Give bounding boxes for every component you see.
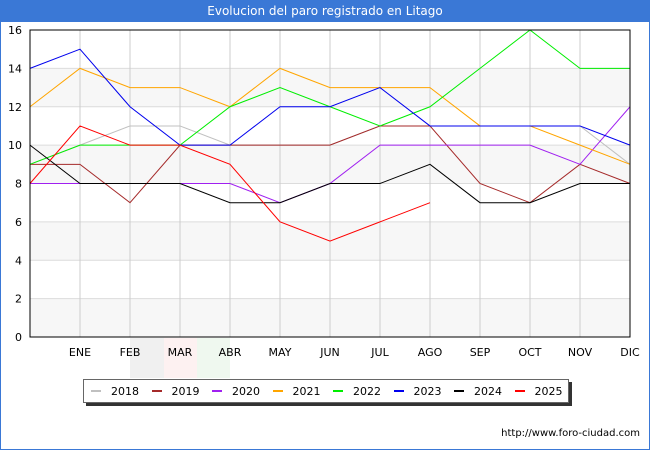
x-tick-label: FEB bbox=[120, 346, 141, 359]
legend-item-2023: 2023 bbox=[393, 384, 448, 398]
x-tick-label: JUN bbox=[319, 346, 340, 359]
legend-label: 2019 bbox=[171, 384, 200, 398]
y-axis-ticks: 0 2 4 6 8 10 12 14 16 bbox=[8, 24, 22, 344]
y-tick-label: 8 bbox=[15, 178, 22, 191]
legend-item-2021: 2021 bbox=[272, 384, 327, 398]
legend-swatch bbox=[212, 390, 222, 392]
legend: 2018 2019 2020 2021 2022 2023 2024 2025 bbox=[83, 379, 569, 403]
x-tick-label: OCT bbox=[518, 346, 541, 359]
chart-title: Evolucion del paro registrado en Litago bbox=[0, 0, 650, 22]
y-tick-label: 12 bbox=[8, 101, 22, 114]
legend-item-2019: 2019 bbox=[151, 384, 206, 398]
y-tick-label: 6 bbox=[15, 216, 22, 229]
x-tick-label: JUL bbox=[370, 346, 389, 359]
x-tick-label: MAR bbox=[168, 346, 193, 359]
legend-swatch bbox=[91, 390, 101, 392]
x-axis-ticks: ENE FEB MAR ABR MAY JUN JUL AGO SEP OCT NOV DIC bbox=[69, 346, 640, 359]
legend-item-2025: 2025 bbox=[514, 384, 569, 398]
flag-watermark-green bbox=[197, 338, 230, 378]
plot-area-border bbox=[29, 29, 631, 338]
legend-label: 2022 bbox=[353, 384, 381, 398]
legend-item-2022: 2022 bbox=[333, 385, 387, 398]
x-tick-label: NOV bbox=[568, 346, 593, 359]
y-tick-label: 2 bbox=[15, 293, 22, 306]
legend-item-2020: 2020 bbox=[212, 385, 266, 398]
series-line-2023 bbox=[29, 48, 631, 146]
legend-label: 2025 bbox=[534, 384, 563, 398]
flag-watermark-red bbox=[164, 338, 197, 378]
legend-swatch bbox=[454, 390, 464, 392]
legend-swatch bbox=[333, 390, 343, 392]
flag-watermark-gray bbox=[130, 338, 164, 378]
legend-label: 2024 bbox=[474, 384, 502, 398]
legend-swatch bbox=[272, 390, 283, 392]
line-chart: 0 2 4 6 8 10 12 14 16 ENE FEB MAR ABR MAY JUN JUL AGO SE… bbox=[8, 24, 640, 359]
y-tick-label: 10 bbox=[8, 139, 22, 152]
y-tick-label: 4 bbox=[15, 254, 22, 267]
x-tick-label: SEP bbox=[470, 346, 491, 359]
legend-swatch bbox=[151, 390, 162, 392]
x-tick-label: DIC bbox=[620, 346, 640, 359]
legend-label: 2020 bbox=[232, 384, 260, 398]
x-tick-label: MAY bbox=[269, 346, 292, 359]
source-url[interactable]: http://www.foro-ciudad.com bbox=[501, 428, 640, 439]
legend-swatch bbox=[393, 390, 404, 392]
legend-swatch bbox=[514, 390, 525, 392]
series-line-2025 bbox=[29, 125, 431, 242]
legend-label: 2023 bbox=[413, 384, 442, 398]
x-tick-label: ABR bbox=[219, 346, 242, 359]
legend-item-2024: 2024 bbox=[454, 385, 508, 398]
y-tick-label: 0 bbox=[15, 331, 22, 344]
y-tick-label: 14 bbox=[8, 62, 22, 75]
y-tick-label: 16 bbox=[8, 24, 22, 37]
series-line-2024 bbox=[29, 144, 630, 204]
legend-item-2018: 2018 bbox=[91, 385, 145, 398]
legend-label: 2021 bbox=[292, 384, 321, 398]
x-tick-label: ENE bbox=[69, 346, 91, 359]
legend-label: 2018 bbox=[111, 384, 139, 398]
x-tick-label: AGO bbox=[418, 346, 443, 359]
